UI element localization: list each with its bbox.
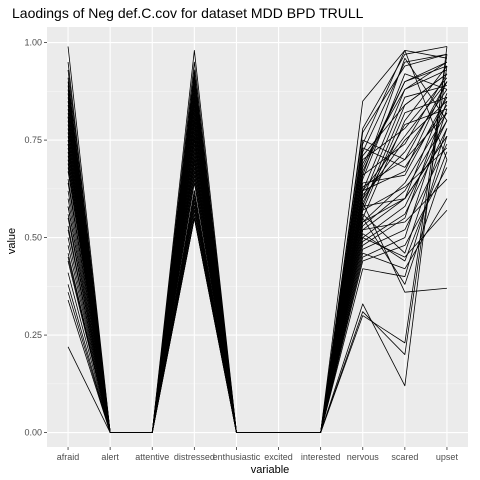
x-tick-label: afraid	[57, 452, 80, 462]
x-tick-label: excited	[264, 452, 293, 462]
series-line	[67, 50, 448, 433]
chart-title: Laodings of Neg def.C.cov for dataset MD…	[12, 5, 364, 21]
x-tick-label: enthusiastic	[213, 452, 261, 462]
x-tick-label: nervous	[347, 452, 380, 462]
x-tick-label: interested	[301, 452, 341, 462]
x-tick-label: upset	[436, 452, 459, 462]
y-tick-label: 0.25	[24, 330, 42, 340]
y-tick-label: 0.75	[24, 135, 42, 145]
series-lines	[67, 46, 448, 433]
major-gridlines	[47, 27, 468, 447]
minor-gridlines	[47, 91, 468, 385]
y-axis-title: value	[6, 228, 18, 254]
y-tick-label: 1.00	[24, 38, 42, 48]
x-tick-label: scared	[391, 452, 418, 462]
y-tick-label: 0.50	[24, 233, 42, 243]
x-tick-label: alert	[101, 452, 119, 462]
x-tick-label: distressed	[174, 452, 215, 462]
x-axis-title: variable	[251, 464, 290, 476]
y-axis-ticks: 0.00 0.25 0.50 0.75 1.00	[24, 38, 47, 438]
x-axis-ticks: afraid alert attentive distressedenthusiast…	[57, 447, 459, 462]
y-tick-label: 0.00	[24, 428, 42, 438]
x-tick-label: attentive	[135, 452, 169, 462]
